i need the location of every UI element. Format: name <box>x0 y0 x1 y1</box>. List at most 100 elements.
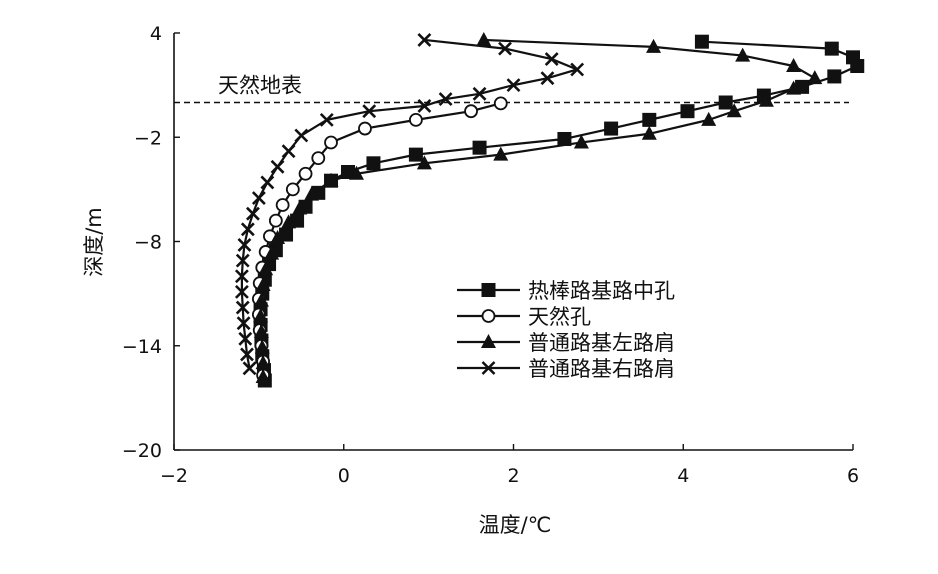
data-point <box>570 62 585 77</box>
data-point <box>735 47 751 62</box>
legend-label: 普通路基左路肩 <box>528 331 675 355</box>
data-point <box>540 71 555 86</box>
series-line <box>259 38 816 378</box>
data-point <box>234 269 249 284</box>
data-point <box>642 112 657 127</box>
data-point <box>544 52 559 66</box>
data-point <box>240 222 255 237</box>
data-point <box>506 78 521 93</box>
legend-entry: 普通路基右路肩 <box>457 357 675 381</box>
data-point <box>237 238 252 252</box>
data-point <box>476 31 492 46</box>
data-point <box>758 92 774 107</box>
data-point <box>255 369 271 384</box>
data-point <box>416 155 432 170</box>
data-point <box>242 361 257 376</box>
data-point <box>254 339 270 354</box>
data-point <box>362 104 377 119</box>
data-point <box>472 140 487 155</box>
data-point <box>235 253 250 268</box>
data-point <box>417 99 432 113</box>
data-point <box>718 95 733 110</box>
data-point <box>646 38 662 53</box>
data-point <box>493 146 509 161</box>
data-point <box>472 86 487 101</box>
data-point <box>236 316 251 331</box>
data-point <box>604 121 619 136</box>
x-tick-label: −2 <box>160 465 188 487</box>
legend-entry: 普通路基左路肩 <box>457 331 675 355</box>
data-point <box>258 261 274 276</box>
data-point <box>786 80 802 95</box>
data-point <box>268 213 283 228</box>
x-tick-label: 0 <box>338 465 350 487</box>
y-axis-title: 深度/m <box>82 207 106 277</box>
y-tick-label: 4 <box>150 23 162 45</box>
y-tick-label: −14 <box>122 336 162 358</box>
data-point <box>294 128 309 143</box>
data-point <box>493 96 508 111</box>
data-point <box>246 206 260 221</box>
data-point <box>366 156 381 171</box>
data-point <box>240 347 254 362</box>
x-axis-title: 温度/℃ <box>479 513 552 537</box>
x-tick-label: 6 <box>847 465 859 487</box>
series-layer <box>234 31 865 388</box>
data-point <box>850 59 865 74</box>
data-point <box>641 125 657 140</box>
data-point <box>253 308 269 323</box>
data-point <box>319 112 334 127</box>
legend-label: 普通路基右路肩 <box>528 357 675 381</box>
legend-entry: 天然孔 <box>457 305 591 329</box>
data-point <box>298 166 313 181</box>
data-point <box>726 103 742 118</box>
data-point <box>573 134 589 149</box>
data-point <box>281 214 297 229</box>
data-point <box>275 198 290 212</box>
plot-area: −2 0 2 4 64−2−8−14−20 <box>122 23 859 487</box>
data-point <box>694 34 709 49</box>
data-point <box>408 112 423 127</box>
data-point <box>680 104 695 119</box>
data-point <box>498 41 512 56</box>
data-point <box>270 230 286 245</box>
data-point <box>807 70 823 85</box>
legend-marker <box>481 361 496 375</box>
data-point <box>323 172 339 187</box>
legend-marker <box>481 283 496 297</box>
y-tick-label: −8 <box>134 232 162 254</box>
data-point <box>253 292 269 307</box>
x-tick-label: 2 <box>507 465 519 487</box>
y-tick-label: −2 <box>134 127 162 149</box>
data-point <box>786 58 802 73</box>
legend-label: 天然孔 <box>528 305 591 329</box>
data-point <box>464 104 478 119</box>
data-point <box>438 92 453 106</box>
y-tick-label: −20 <box>122 440 162 462</box>
data-point <box>234 284 249 299</box>
data-point <box>255 276 271 291</box>
data-point <box>557 131 572 146</box>
data-point <box>238 331 253 346</box>
legend-marker <box>481 309 496 323</box>
data-point <box>253 323 269 338</box>
legend-marker <box>481 334 496 348</box>
data-point <box>311 151 326 166</box>
data-point <box>260 175 275 190</box>
ground-surface-label: 天然地表 <box>218 74 302 98</box>
data-point <box>251 191 266 205</box>
data-point <box>235 300 250 315</box>
data-point <box>827 69 842 84</box>
data-point <box>270 159 285 174</box>
data-point <box>324 135 338 150</box>
data-point <box>303 186 319 201</box>
data-point <box>701 111 717 126</box>
data-point <box>255 355 271 370</box>
data-point <box>264 245 280 260</box>
data-point <box>417 33 432 47</box>
data-point <box>358 121 372 136</box>
legend-entry: 热棒路基路中孔 <box>457 279 675 303</box>
data-point <box>285 182 300 197</box>
